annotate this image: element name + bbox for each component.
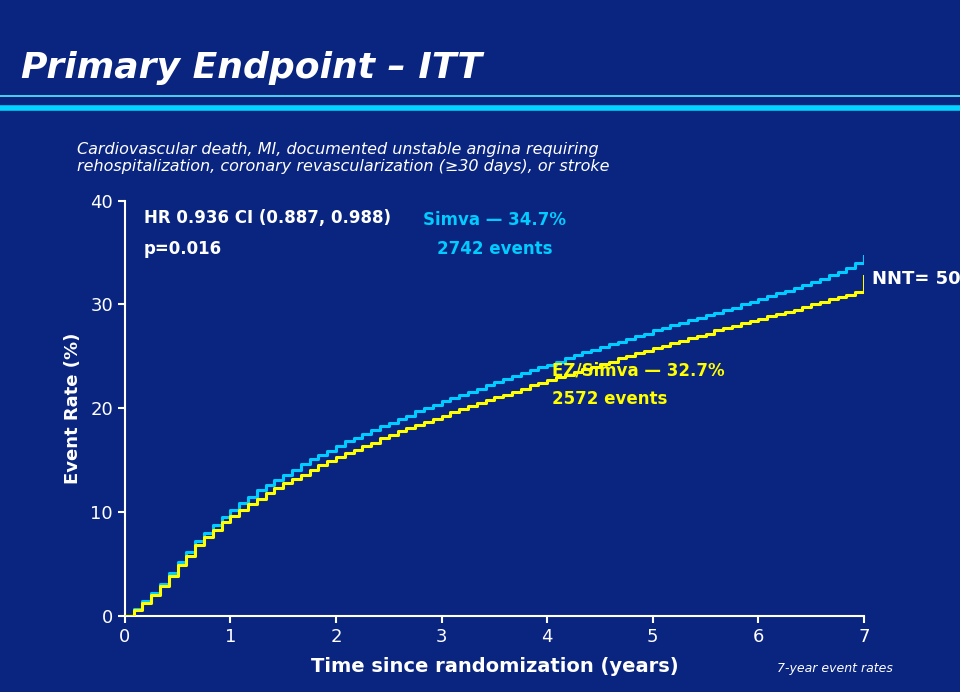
Text: 2742 events: 2742 events [437, 240, 552, 258]
Text: Primary Endpoint – ITT: Primary Endpoint – ITT [21, 51, 482, 85]
Text: HR 0.936 CI (0.887, 0.988): HR 0.936 CI (0.887, 0.988) [144, 209, 391, 227]
Text: NNT= 50: NNT= 50 [873, 269, 960, 288]
Text: Simva — 34.7%: Simva — 34.7% [423, 211, 565, 229]
Text: p=0.016: p=0.016 [144, 240, 222, 258]
Y-axis label: Event Rate (%): Event Rate (%) [64, 333, 82, 484]
Text: EZ/Simva — 32.7%: EZ/Simva — 32.7% [553, 361, 725, 380]
Text: Cardiovascular death, MI, documented unstable angina requiring: Cardiovascular death, MI, documented uns… [77, 142, 598, 157]
Text: 2572 events: 2572 events [553, 390, 668, 408]
Text: 7-year event rates: 7-year event rates [777, 662, 893, 675]
Text: rehospitalization, coronary revascularization (≥30 days), or stroke: rehospitalization, coronary revasculariz… [77, 159, 610, 174]
X-axis label: Time since randomization (years): Time since randomization (years) [311, 657, 678, 676]
